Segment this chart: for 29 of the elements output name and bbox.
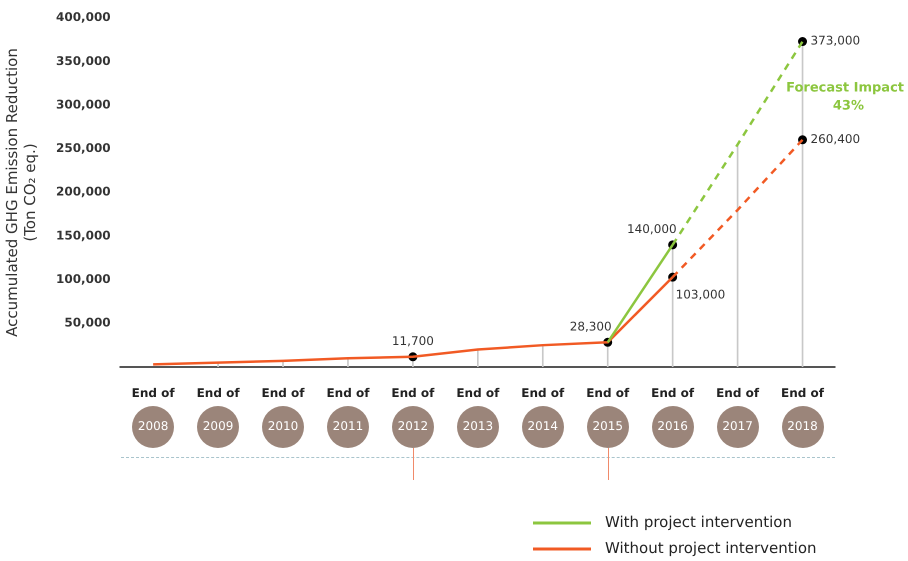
category-label: End of 2010: [262, 386, 304, 434]
category-label: End of 2018: [781, 386, 824, 434]
category-label: End of 2014: [521, 386, 564, 434]
data-label: 28,300: [570, 319, 612, 334]
y-tick-label: 200,000: [56, 184, 111, 199]
y-tick-label: 400,000: [56, 10, 111, 24]
y-tick-label: 350,000: [56, 54, 111, 68]
category-label: End of 2016: [651, 386, 694, 434]
category-label: End of 2008: [132, 386, 175, 434]
data-label: 260,400: [810, 132, 860, 146]
annotation: Forecast Impact 43%: [786, 80, 904, 114]
category-label: End of 2013: [456, 386, 500, 434]
legend-label: Without project intervention: [605, 538, 817, 557]
data-label: 103,000: [676, 287, 726, 302]
y-tick-label: 100,000: [56, 272, 111, 286]
y-tick-label: 150,000: [56, 228, 111, 242]
y-tick-label: 250,000: [56, 141, 111, 155]
data-label: 140,000: [627, 222, 677, 236]
data-label: 373,000: [810, 34, 860, 48]
y-axis-title: Accumulated GHG Emission Reduction (Ton CO₂ eq.): [2, 48, 39, 337]
data-label: 11,700: [392, 334, 434, 348]
category-label: End of 2015: [586, 386, 630, 434]
y-tick-label: 50,000: [64, 316, 111, 330]
category-label: End of 2011: [326, 386, 370, 434]
category-label: End of 2017: [716, 386, 760, 434]
legend-label: With project intervention: [605, 512, 792, 531]
category-label: End of 2012: [391, 386, 434, 434]
y-tick-label: 300,000: [56, 97, 111, 112]
category-label: End of 2009: [196, 386, 240, 434]
